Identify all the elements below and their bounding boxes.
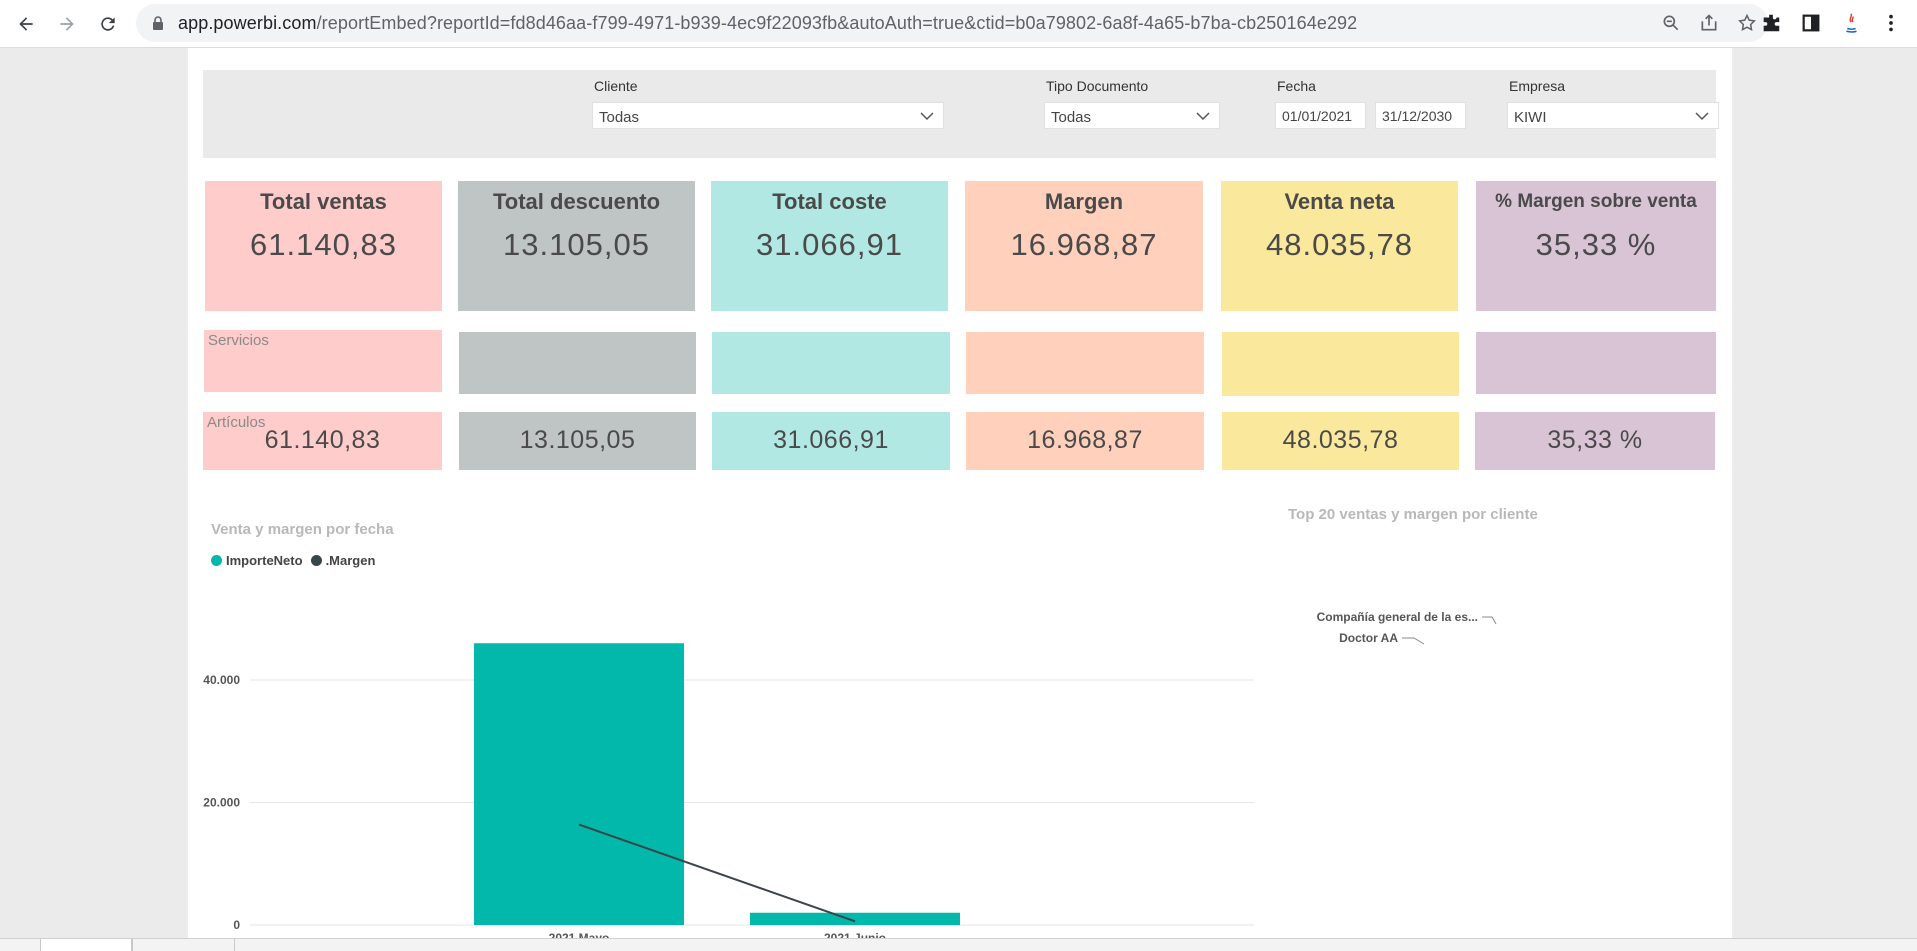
kpi-value: 13.105,05 bbox=[503, 227, 650, 262]
forward-button[interactable] bbox=[51, 8, 83, 40]
legend-importeneto-swatch bbox=[211, 555, 222, 566]
top20-clientes-pie-chart: Compañía general de la es...Doctor AATec… bbox=[1317, 610, 1497, 645]
kpi-title: % Margen sobre venta bbox=[1495, 191, 1697, 212]
chart-venta-margen-title: Venta y margen por fecha bbox=[211, 521, 394, 538]
kpi-total-coste: Total coste 31.066,91 bbox=[711, 181, 948, 311]
kpi-total-descuento: Total descuento 13.105,05 bbox=[458, 181, 695, 311]
tipo-documento-value: Todas bbox=[1051, 109, 1092, 126]
fecha-desde-input[interactable]: 01/01/2021 bbox=[1275, 102, 1366, 129]
address-bar[interactable]: app.powerbi.com/reportEmbed?reportId=fd8… bbox=[136, 4, 1768, 42]
cliente-label: Cliente bbox=[594, 78, 638, 94]
y-tick-label: 0 bbox=[233, 918, 240, 932]
kpi-title: Total coste bbox=[772, 189, 887, 214]
articulos-value: 16.968,87 bbox=[1027, 426, 1143, 454]
bookmark-star-icon[interactable] bbox=[1736, 12, 1758, 34]
fecha-hasta-input[interactable]: 31/12/2030 bbox=[1375, 102, 1466, 129]
legend-margen-label: .Margen bbox=[325, 553, 376, 568]
articulos-row-total-ventas: Artículos 61.140,83 bbox=[203, 412, 442, 470]
reload-icon bbox=[101, 17, 115, 31]
articulos-row-margen-sobre-venta: 35,33 % bbox=[1475, 412, 1715, 470]
kpi-margen-sobre-venta: % Margen sobre venta 35,33 % bbox=[1476, 181, 1716, 311]
kpi-value: 31.066,91 bbox=[756, 227, 903, 262]
y-tick-label: 20.000 bbox=[203, 796, 240, 810]
url-path: /reportEmbed?reportId=fd8d46aa-f799-4971… bbox=[316, 13, 1358, 33]
kpi-value: 35,33 % bbox=[1535, 227, 1657, 262]
kpi-title: Venta neta bbox=[1284, 189, 1395, 214]
legend-importeneto-label: ImporteNeto bbox=[226, 553, 303, 568]
kpi-value: 16.968,87 bbox=[1010, 227, 1158, 262]
pie-slice-label: Doctor AA bbox=[1339, 631, 1398, 645]
articulos-row-total-descuento: 13.105,05 bbox=[459, 412, 696, 470]
articulos-row-total-coste: 31.066,91 bbox=[712, 412, 950, 470]
kpi-venta-neta: Venta neta 48.035,78 bbox=[1221, 181, 1458, 311]
servicios-label: Servicios bbox=[208, 332, 269, 349]
empresa-dropdown[interactable]: KIWI bbox=[1507, 102, 1719, 129]
articulos-value: 61.140,83 bbox=[264, 426, 381, 454]
servicios-row-margen bbox=[966, 332, 1204, 394]
arrow-left-icon bbox=[19, 17, 33, 31]
chevron-down-icon bbox=[920, 112, 934, 121]
arrow-right-icon bbox=[60, 17, 74, 31]
lock-icon bbox=[153, 16, 163, 30]
menu-kebab-icon[interactable] bbox=[1880, 12, 1902, 34]
bar-importeneto[interactable] bbox=[750, 912, 960, 925]
tipo-documento-label: Tipo Documento bbox=[1046, 78, 1149, 94]
legend-margen-swatch bbox=[310, 555, 322, 566]
articulos-value: 13.105,05 bbox=[519, 426, 636, 454]
reload-button[interactable] bbox=[92, 8, 124, 40]
chevron-down-icon bbox=[1196, 112, 1210, 121]
cliente-dropdown[interactable]: Todas bbox=[592, 102, 944, 129]
chevron-down-icon bbox=[1695, 112, 1709, 121]
articulos-row-venta-neta: 48.035,78 bbox=[1222, 412, 1459, 470]
servicios-row-total-coste bbox=[712, 332, 950, 394]
cliente-value: Todas bbox=[599, 109, 640, 126]
kpi-value: 48.035,78 bbox=[1266, 227, 1413, 262]
filter-bar: Cliente Todas Tipo Documento Todas Fecha… bbox=[203, 70, 1719, 158]
page-tab[interactable] bbox=[40, 939, 132, 951]
pie-leader-line bbox=[1482, 616, 1497, 625]
back-button[interactable] bbox=[10, 8, 42, 40]
servicios-row-total-ventas: Servicios bbox=[204, 330, 442, 392]
java-extension-icon[interactable] bbox=[1840, 12, 1862, 34]
y-tick-label: 40.000 bbox=[203, 673, 240, 687]
pie-slice-label: Compañía general de la es... bbox=[1317, 610, 1478, 624]
line-margen[interactable] bbox=[578, 823, 856, 923]
servicios-row-total-descuento bbox=[459, 332, 696, 394]
extensions-puzzle-icon[interactable] bbox=[1760, 12, 1782, 34]
bottom-status-bar bbox=[0, 938, 1917, 951]
servicios-row-margen-sobre-venta bbox=[1476, 332, 1716, 394]
page-tab[interactable] bbox=[132, 939, 235, 951]
articulos-row-margen: 16.968,87 bbox=[966, 412, 1204, 470]
articulos-value: 35,33 % bbox=[1547, 426, 1643, 454]
chart-venta-margen-legend: ImporteNeto .Margen bbox=[211, 553, 375, 568]
fecha-label: Fecha bbox=[1277, 78, 1316, 94]
kpi-total-ventas: Total ventas 61.140,83 bbox=[205, 181, 442, 311]
kpi-value: 61.140,83 bbox=[250, 227, 397, 262]
servicios-row-venta-neta bbox=[1222, 332, 1459, 396]
bar-importeneto[interactable] bbox=[474, 643, 684, 925]
kpi-margen: Margen 16.968,87 bbox=[965, 181, 1203, 311]
browser-toolbar: app.powerbi.com/reportEmbed?reportId=fd8… bbox=[0, 0, 1917, 48]
share-icon[interactable] bbox=[1698, 12, 1720, 34]
empresa-value: KIWI bbox=[1514, 109, 1547, 126]
kpi-title: Total ventas bbox=[260, 189, 387, 214]
url-host: app.powerbi.com bbox=[178, 13, 317, 33]
zoom-icon[interactable] bbox=[1660, 12, 1682, 34]
chart-top20-title: Top 20 ventas y margen por cliente bbox=[1288, 506, 1538, 523]
pie-leader-line bbox=[1402, 637, 1425, 645]
kpi-title: Total descuento bbox=[492, 189, 661, 214]
tipo-documento-dropdown[interactable]: Todas bbox=[1044, 102, 1220, 129]
empresa-label: Empresa bbox=[1509, 78, 1566, 94]
kpi-title: Margen bbox=[1044, 189, 1124, 214]
articulos-value: 48.035,78 bbox=[1282, 426, 1399, 454]
report-canvas: Cliente Todas Tipo Documento Todas Fecha… bbox=[188, 48, 1732, 945]
articulos-label: Artículos bbox=[207, 414, 266, 431]
side-panel-icon[interactable] bbox=[1800, 12, 1822, 34]
articulos-value: 31.066,91 bbox=[773, 426, 889, 454]
url-text: app.powerbi.com/reportEmbed?reportId=fd8… bbox=[178, 13, 1357, 34]
